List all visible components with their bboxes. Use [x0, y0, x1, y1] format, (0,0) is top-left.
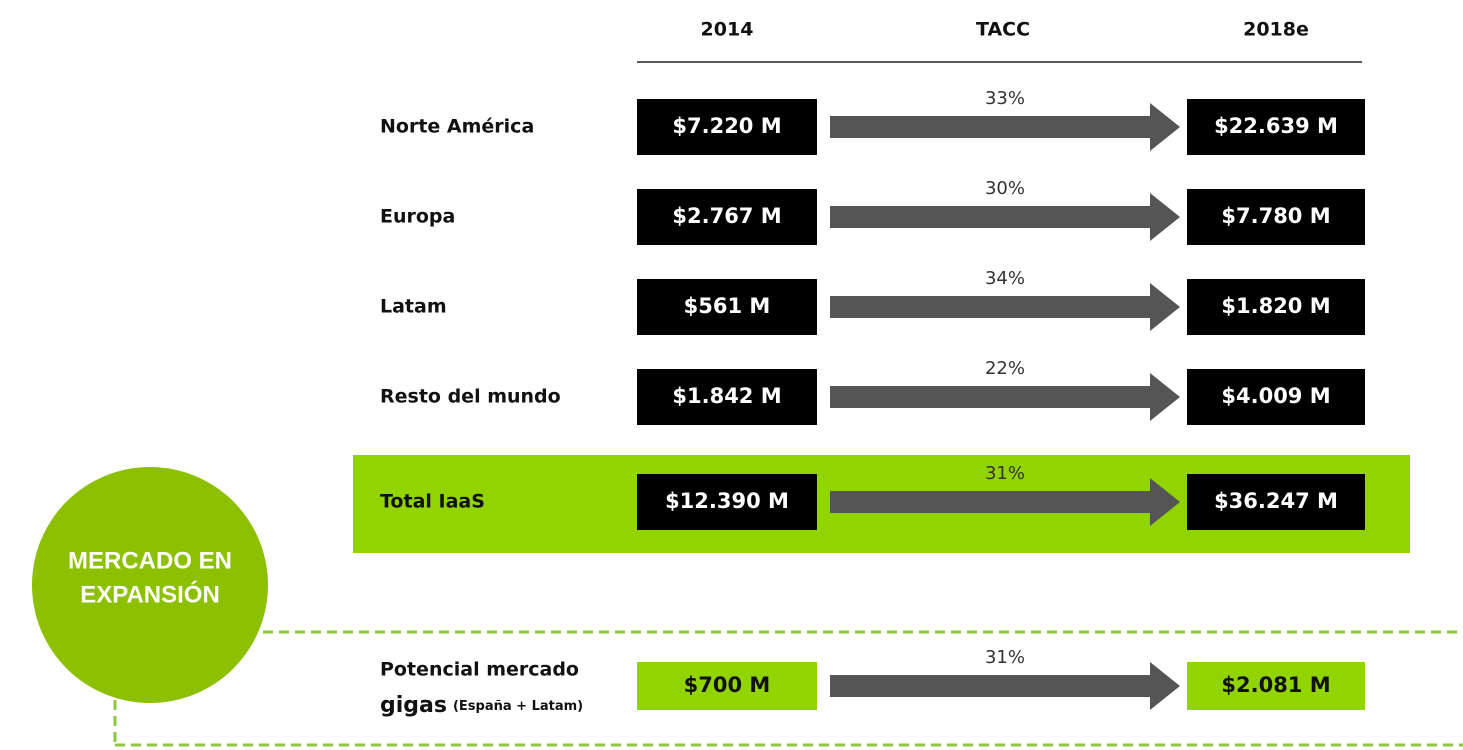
column-header: 2014: [701, 19, 754, 41]
row-label: Potencial mercado: [380, 659, 579, 681]
value-box: [1187, 189, 1365, 245]
value-box: [637, 662, 817, 710]
arrow: [830, 103, 1180, 151]
column-header: TACC: [976, 19, 1030, 41]
rate-text: 34%: [985, 268, 1025, 289]
row-label: Norte América: [380, 116, 534, 138]
rate-text: 31%: [985, 647, 1025, 668]
value-box: [1187, 99, 1365, 155]
value-text: $7.780 M: [1221, 204, 1330, 228]
row-label: Resto del mundo: [380, 386, 561, 408]
rate-text: 30%: [985, 178, 1025, 199]
badge-text: MERCADO EN: [68, 547, 232, 574]
arrow: [830, 478, 1180, 526]
value-text: $1.820 M: [1221, 294, 1330, 318]
row-label: gigas: [380, 693, 447, 718]
value-box: [1187, 369, 1365, 425]
rate-text: 31%: [985, 463, 1025, 484]
row-label: Latam: [380, 296, 447, 318]
value-text: $36.247 M: [1214, 489, 1338, 513]
arrow: [830, 283, 1180, 331]
arrow: [830, 373, 1180, 421]
value-box: [1187, 662, 1365, 710]
rate-text: 22%: [985, 358, 1025, 379]
badge-text: EXPANSIÓN: [80, 580, 220, 608]
header: 2014 TACC 2018e: [637, 19, 1362, 63]
value-box: [637, 369, 817, 425]
arrow: [830, 193, 1180, 241]
value-box: [637, 279, 817, 335]
value-box: [637, 474, 817, 530]
value-text: $561 M: [684, 294, 771, 318]
rate-text: 33%: [985, 88, 1025, 109]
value-box: [1187, 474, 1365, 530]
column-header: 2018e: [1243, 19, 1309, 41]
value-text: $1.842 M: [672, 384, 781, 408]
arrow: [830, 662, 1180, 710]
value-box: [1187, 279, 1365, 335]
value-text: $2.081 M: [1221, 673, 1330, 697]
value-text: $22.639 M: [1214, 114, 1338, 138]
value-text: $4.009 M: [1221, 384, 1330, 408]
value-box: [637, 99, 817, 155]
row-note: (España + Latam): [453, 699, 583, 714]
value-text: $2.767 M: [672, 204, 781, 228]
value-text: $700 M: [684, 673, 771, 697]
value-box: [637, 189, 817, 245]
badge-circle: [32, 467, 268, 703]
row-label: Europa: [380, 206, 455, 228]
value-text: $7.220 M: [672, 114, 781, 138]
row-label: gigas (España + Latam): [380, 693, 583, 718]
value-text: $12.390 M: [665, 489, 789, 513]
row-label: Total IaaS: [380, 491, 485, 513]
